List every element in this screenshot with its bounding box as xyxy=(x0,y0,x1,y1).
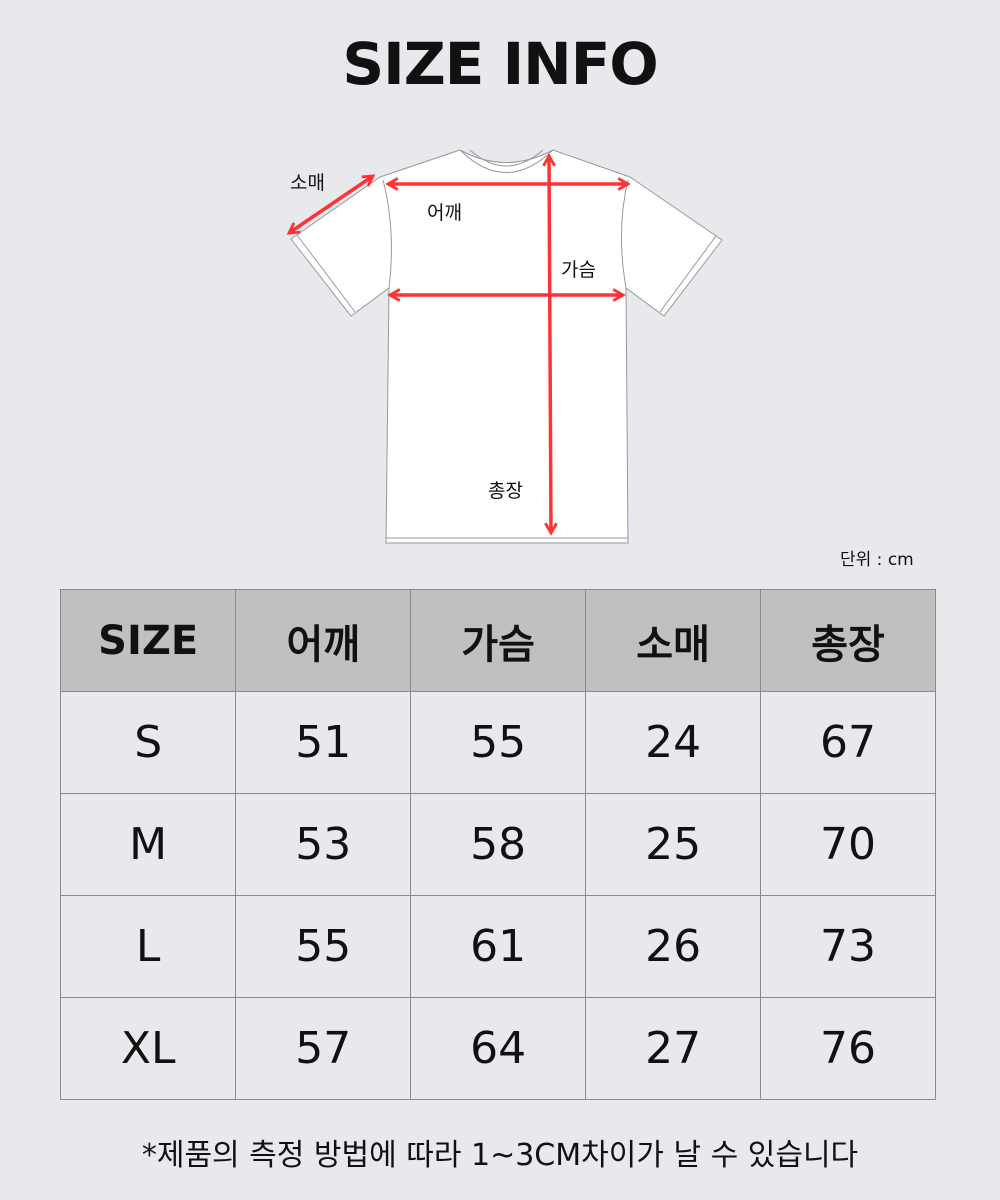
cell: 53 xyxy=(235,793,412,896)
cell: 70 xyxy=(760,793,936,896)
unit-label: 단위 : cm xyxy=(840,550,914,570)
measurement-note: *제품의 측정 방법에 따라 1~3CM차이가 날 수 있습니다 xyxy=(141,1138,859,1173)
cell: 55 xyxy=(410,691,587,794)
table-header-row: SIZE 어깨 가슴 소매 총장 xyxy=(59,589,936,692)
length-arrow xyxy=(542,153,558,536)
cell: 24 xyxy=(585,691,762,794)
chest-label: 가슴 xyxy=(561,259,596,281)
cell: L xyxy=(59,895,237,998)
cell: 25 xyxy=(585,793,762,896)
cell: 27 xyxy=(585,997,762,1100)
table-row: L 55 61 26 73 xyxy=(59,895,936,998)
cell: 51 xyxy=(235,691,412,794)
cell: 58 xyxy=(410,793,587,896)
measure-arrows xyxy=(286,153,631,536)
page-title: SIZE INFO xyxy=(342,30,658,98)
cell: 67 xyxy=(760,691,936,794)
cell: M xyxy=(59,793,237,896)
tshirt-outline xyxy=(290,149,723,544)
header-chest: 가슴 xyxy=(410,589,587,692)
cell: XL xyxy=(59,997,237,1100)
cell: S xyxy=(59,691,237,794)
cell: 64 xyxy=(410,997,587,1100)
table-row: S 51 55 24 67 xyxy=(59,691,936,794)
tshirt-diagram xyxy=(286,149,723,544)
cell: 76 xyxy=(760,997,936,1100)
shoulder-label: 어깨 xyxy=(427,202,462,224)
cell: 55 xyxy=(235,895,412,998)
sleeve-label: 소매 xyxy=(290,172,325,194)
length-label: 총장 xyxy=(488,480,523,502)
sleeve-arrow xyxy=(286,174,376,235)
header-length: 총장 xyxy=(760,589,936,692)
header-sleeve: 소매 xyxy=(585,589,762,692)
size-table: SIZE 어깨 가슴 소매 총장 S 51 55 24 67 M 53 58 2… xyxy=(59,589,936,1100)
table-row: XL 57 64 27 76 xyxy=(59,997,936,1100)
table-row: M 53 58 25 70 xyxy=(59,793,936,896)
cell: 57 xyxy=(235,997,412,1100)
cell: 26 xyxy=(585,895,762,998)
cell: 61 xyxy=(410,895,587,998)
cell: 73 xyxy=(760,895,936,998)
header-shoulder: 어깨 xyxy=(235,589,412,692)
header-size: SIZE xyxy=(59,589,237,692)
